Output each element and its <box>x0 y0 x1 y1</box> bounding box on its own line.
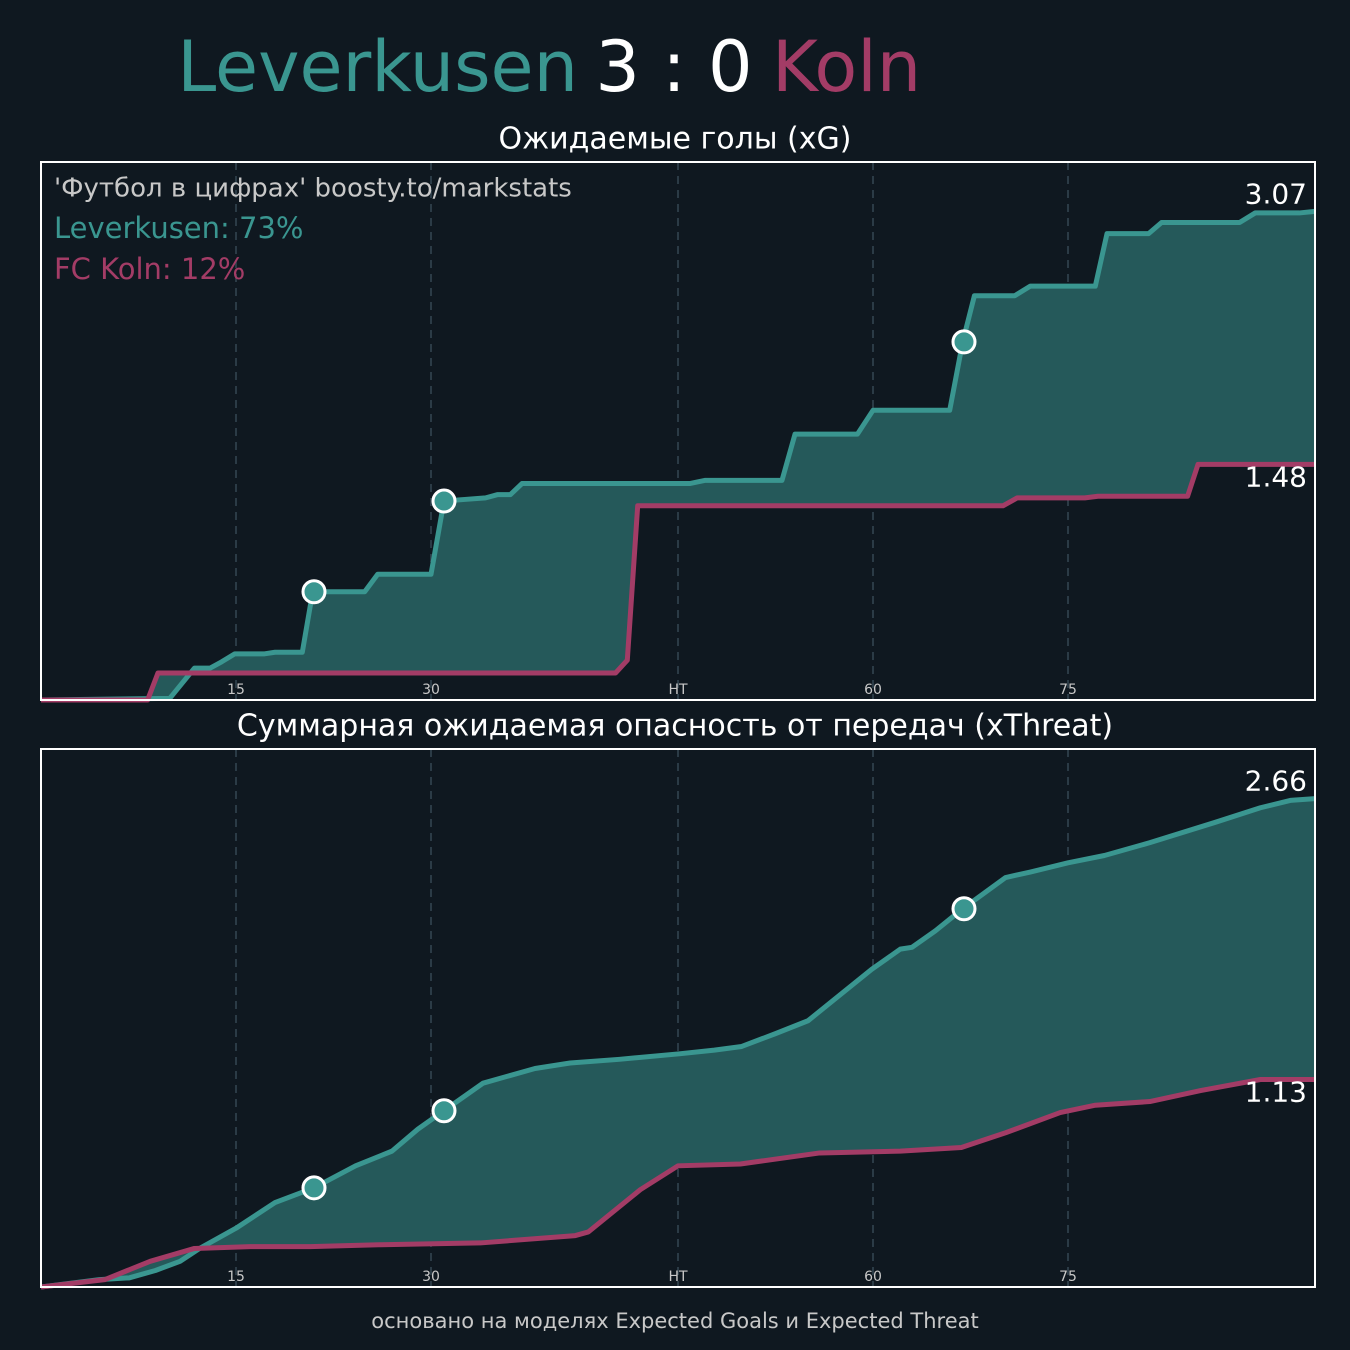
goal-marker <box>431 1098 457 1124</box>
x-tick-label: 75 <box>1059 682 1077 698</box>
home-team: Leverkusen <box>177 26 578 108</box>
goal-marker <box>951 329 977 355</box>
end-label: 2.66 <box>1245 765 1307 798</box>
x-tick-label: 15 <box>227 682 245 698</box>
area-between <box>41 211 1315 700</box>
chart-title: Суммарная ожидаемая опасность от передач… <box>237 709 1113 744</box>
goal-marker <box>951 896 977 922</box>
win-probability: FC Koln: 12% <box>54 252 245 286</box>
away-team: Koln <box>772 26 921 108</box>
line <box>41 461 1315 703</box>
x-tick-label: 75 <box>1059 1269 1077 1285</box>
line <box>40 1077 1315 1290</box>
end-label: 1.13 <box>1245 1076 1307 1109</box>
watermark: 'Футбол в цифрах' boosty.to/markstats <box>54 174 572 204</box>
win-probability: Leverkusen: 73% <box>54 211 303 245</box>
footer: основано на моделях Expected Goals и Exp… <box>371 1309 978 1333</box>
x-tick-label: 30 <box>422 1269 440 1285</box>
end-label: 3.07 <box>1245 177 1307 210</box>
chart-title: Ожидаемые голы (xG) <box>499 122 852 157</box>
x-tick-label: 30 <box>422 682 440 698</box>
line <box>40 208 1316 703</box>
plot-frame <box>40 748 1316 1288</box>
goal-marker <box>301 1175 327 1201</box>
score: 3 : 0 <box>595 26 752 108</box>
end-label: 1.48 <box>1245 460 1307 493</box>
x-tick-label: 60 <box>864 1269 882 1285</box>
x-tick-label: HT <box>668 1269 688 1285</box>
goal-marker <box>431 488 457 514</box>
x-tick-label: 15 <box>227 1269 245 1285</box>
goal-marker <box>301 579 327 605</box>
x-tick-label: HT <box>668 682 688 698</box>
x-tick-label: 60 <box>864 682 882 698</box>
line <box>40 796 1316 1290</box>
plot-frame <box>40 161 1316 701</box>
